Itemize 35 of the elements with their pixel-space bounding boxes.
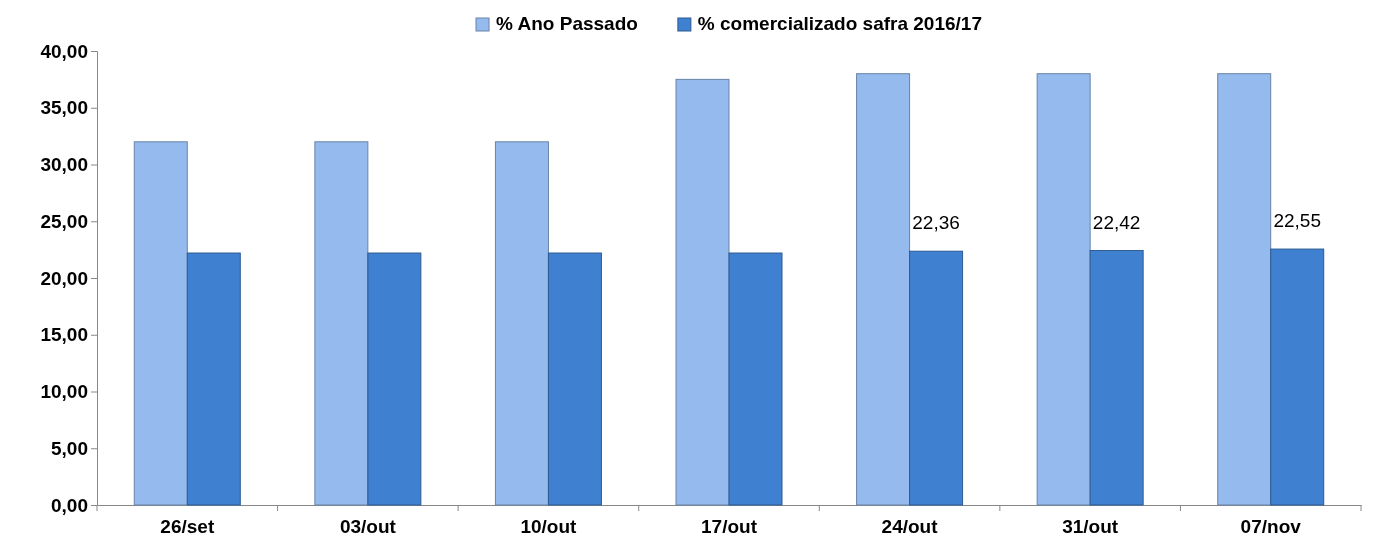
y-tick-label: 25,00	[40, 210, 88, 232]
y-tick-label: 10,00	[40, 381, 88, 403]
x-tick-label: 10/out	[520, 515, 578, 537]
bar	[367, 252, 422, 506]
bar	[728, 252, 783, 506]
y-tick-label: 30,00	[40, 154, 88, 176]
y-tick-label: 0,00	[51, 494, 88, 516]
y-tick-label: 15,00	[40, 324, 88, 346]
y-tick-label: 35,00	[40, 97, 88, 119]
bar	[675, 78, 730, 506]
x-tick-label: 26/set	[160, 515, 215, 537]
legend-label: % comercializado safra 2016/17	[697, 13, 982, 34]
bar	[1270, 248, 1325, 506]
y-tick-label: 40,00	[40, 40, 88, 62]
x-tick-label: 31/out	[1062, 515, 1119, 537]
x-tick-label: 24/out	[881, 515, 939, 537]
bar	[856, 73, 911, 506]
x-tick-label: 07/nov	[1240, 515, 1302, 537]
data-label: 22,42	[1092, 211, 1141, 233]
bar	[314, 141, 369, 506]
bar	[133, 141, 188, 506]
data-label: 22,36	[912, 212, 960, 234]
bar	[1036, 73, 1091, 506]
bar	[186, 252, 241, 506]
data-label: 22,55	[1273, 210, 1321, 232]
x-tick-label: 03/out	[339, 515, 397, 537]
bar	[494, 141, 549, 506]
y-tick-label: 5,00	[51, 437, 88, 459]
legend-label: % Ano Passado	[496, 13, 638, 34]
bar	[547, 252, 602, 506]
y-tick-label: 20,00	[40, 267, 88, 289]
bar	[1089, 250, 1144, 506]
x-tick-label: 17/out	[701, 515, 758, 537]
bar	[909, 250, 964, 506]
bar	[1217, 73, 1272, 506]
